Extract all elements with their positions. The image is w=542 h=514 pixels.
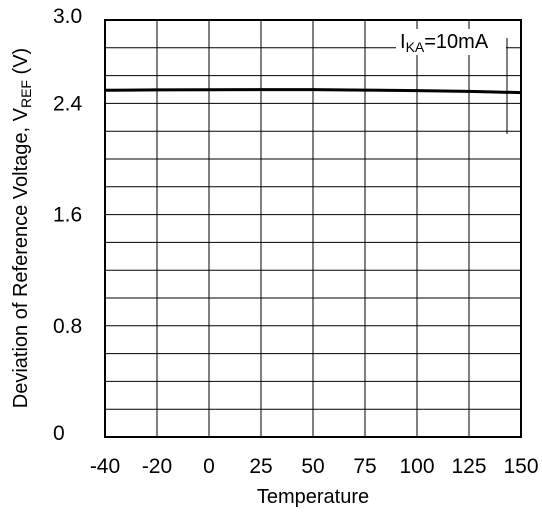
annotation-area: IKA=10mA: [396, 29, 508, 134]
y-tick-labels: 0 0.8 1.6 2.4 3.0: [53, 5, 83, 445]
x-tick-label: 50: [301, 455, 324, 478]
y-tick-label: 0.8: [53, 315, 82, 338]
x-tick-label: -40: [90, 455, 120, 478]
x-tick-label: 0: [203, 455, 215, 478]
x-tick-label: 125: [451, 455, 486, 478]
x-tick-label: 100: [399, 455, 434, 478]
annotation-label: IKA=10mA: [400, 31, 489, 55]
y-tick-label: 0: [53, 422, 65, 445]
series: [104, 88, 522, 95]
x-axis-title: Temperature: [257, 486, 369, 508]
y-tick-label: 3.0: [53, 5, 82, 28]
x-tick-label: 25: [249, 455, 272, 478]
y-axis-title-unit: (V): [10, 48, 32, 80]
x-tick-label: 150: [503, 455, 538, 478]
annotation-background: [396, 29, 506, 55]
annotation-suffix: =10mA: [424, 31, 489, 53]
series-line: [104, 88, 522, 95]
x-tick-label: 75: [353, 455, 376, 478]
x-tick-labels: -40 -20 0 25 50 75 100 125 150: [90, 455, 539, 478]
grid: [105, 20, 521, 437]
y-axis-title-main: Deviation of Reference Voltage, V: [10, 107, 32, 408]
y-axis-title-subscript: REF: [18, 80, 34, 108]
annotation-prefix: I: [400, 31, 406, 53]
y-tick-label: 2.4: [53, 92, 83, 115]
plot-frame: [104, 19, 522, 438]
y-tick-label: 1.6: [53, 204, 82, 227]
annotation-subscript: KA: [406, 39, 425, 55]
x-tick-label: -20: [142, 455, 172, 478]
y-axis-title: Deviation of Reference Voltage, VREF (V): [10, 48, 34, 408]
